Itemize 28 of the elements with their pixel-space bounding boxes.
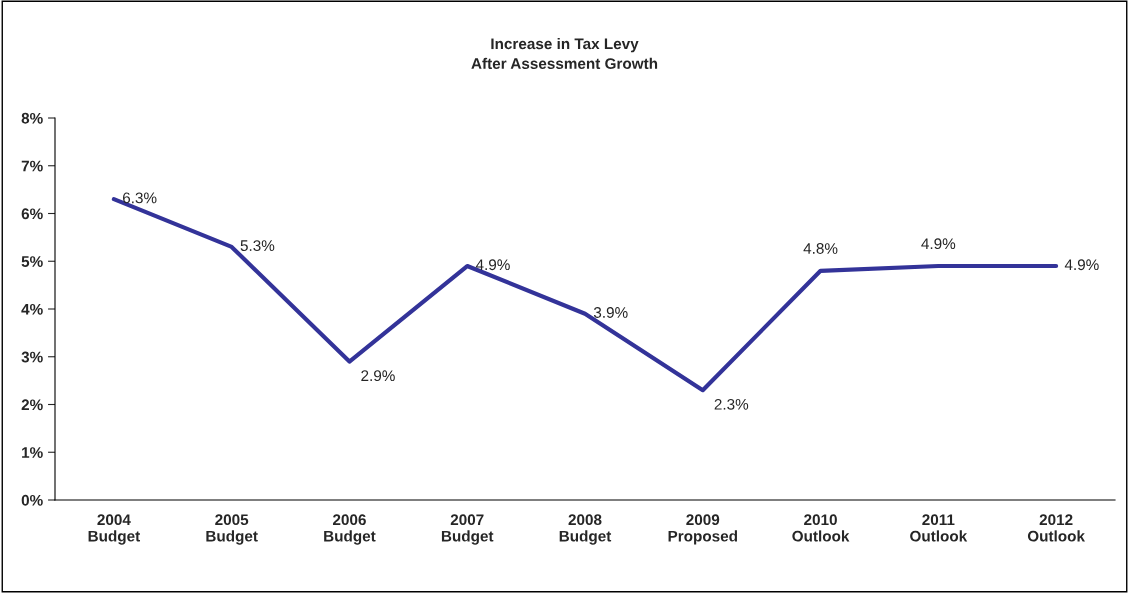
text: 4.8%: [803, 243, 838, 254]
x-tick-label: 2010 Outlook: [792, 514, 850, 542]
chart-title: Increase in Tax Levy After Assessment Growth: [471, 37, 658, 69]
text: 4.9%: [1064, 259, 1099, 271]
y-tick-label: 7%: [21, 160, 43, 172]
y-tick-label: 1%: [22, 447, 43, 458]
y-tick-label: 8%: [21, 112, 43, 124]
text: 2.3%: [714, 398, 749, 410]
x-tick-label: 2009 Proposed: [668, 514, 737, 545]
x-tick-label: 2011 Outlook: [910, 514, 968, 542]
x-tick-label: 2004 Budget: [88, 514, 141, 545]
text: 6.3%: [123, 192, 157, 204]
text: 4.9%: [921, 238, 956, 250]
y-tick-label: 3%: [21, 351, 43, 363]
y-tick-label: 5%: [21, 256, 43, 267]
x-tick-label: 2008 Budget: [559, 514, 612, 545]
y-tick-label: 0%: [21, 494, 43, 506]
x-tick-label: 2006 Budget: [324, 514, 376, 545]
text: 4.9%: [475, 259, 510, 271]
text: 5.3%: [240, 240, 275, 252]
x-tick-label: 2012 Outlook: [1027, 514, 1085, 542]
x-tick-label: 2007 Budget: [441, 514, 494, 545]
text: 3.9%: [593, 307, 628, 318]
x-tick-label: 2005 Budget: [206, 514, 258, 545]
y-tick-label: 6%: [21, 208, 43, 220]
y-tick-label: 4%: [21, 303, 43, 315]
text: 2.9%: [361, 370, 395, 382]
y-tick-label: 2%: [21, 399, 43, 411]
